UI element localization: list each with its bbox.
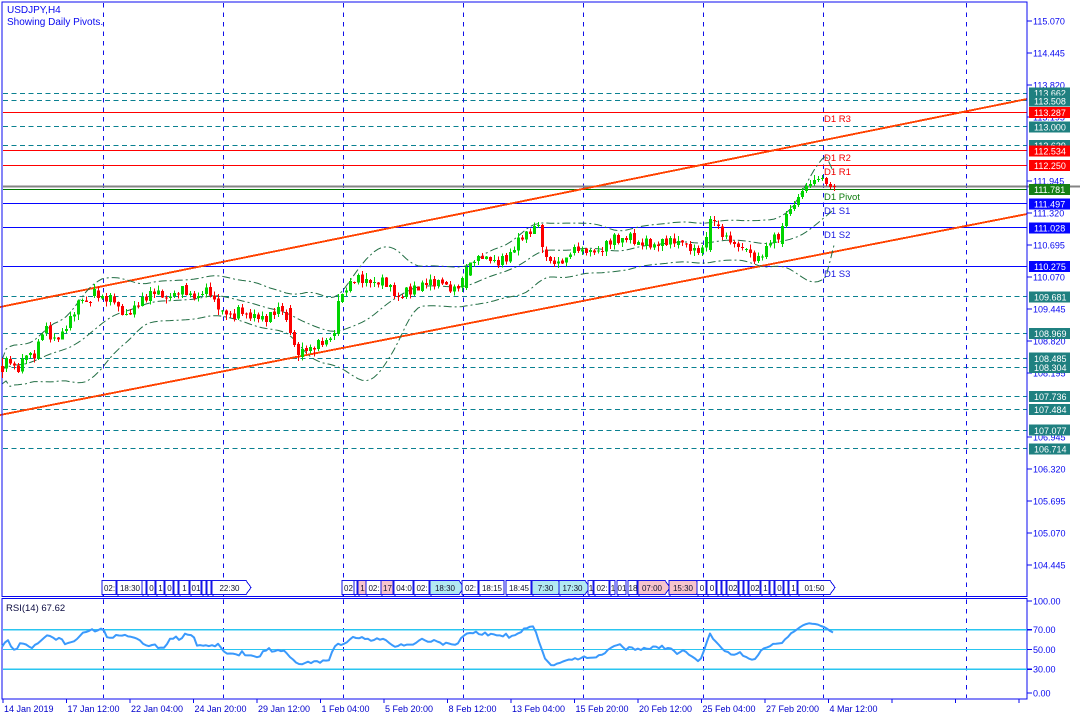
svg-text:106.320: 106.320 (1033, 464, 1066, 474)
svg-text:0.00: 0.00 (1033, 688, 1051, 698)
svg-text:105.070: 105.070 (1033, 528, 1066, 538)
svg-text:01: 01 (618, 584, 627, 593)
svg-text:18:45: 18:45 (509, 584, 530, 593)
svg-text:22:30: 22:30 (219, 584, 240, 593)
svg-text:108.969: 108.969 (1034, 329, 1067, 339)
svg-text:29 Jan 12:00: 29 Jan 12:00 (258, 704, 310, 714)
svg-text:113.508: 113.508 (1034, 97, 1066, 107)
svg-text:50.00: 50.00 (1033, 645, 1056, 655)
svg-text:0: 0 (710, 584, 715, 593)
svg-text:1: 1 (360, 584, 365, 593)
svg-text:02: 02 (751, 584, 760, 593)
svg-text:0: 0 (777, 584, 782, 593)
svg-text:1: 1 (611, 584, 616, 593)
svg-text:17: 17 (383, 584, 392, 593)
svg-text:7:30: 7:30 (538, 584, 554, 593)
svg-text:100.00: 100.00 (1033, 596, 1061, 606)
svg-text:15:30: 15:30 (673, 584, 694, 593)
svg-text:D1 Pivot: D1 Pivot (824, 192, 860, 203)
svg-text:02:: 02: (104, 584, 115, 593)
svg-text:105.695: 105.695 (1033, 496, 1066, 506)
svg-text:14 Jan 2019: 14 Jan 2019 (4, 704, 54, 714)
svg-text:0: 0 (700, 584, 705, 593)
svg-text:02:: 02: (416, 584, 427, 593)
svg-text:22 Jan 04:00: 22 Jan 04:00 (131, 704, 183, 714)
svg-text:1: 1 (791, 584, 796, 593)
svg-text:02: 02 (344, 584, 353, 593)
svg-text:D1 R2: D1 R2 (824, 153, 851, 164)
svg-text:17:30: 17:30 (562, 584, 583, 593)
svg-text:1: 1 (763, 584, 768, 593)
svg-text:1 Feb 04:00: 1 Feb 04:00 (322, 704, 370, 714)
svg-text:02:: 02: (465, 584, 476, 593)
svg-text:Showing Daily Pivots.: Showing Daily Pivots. (7, 17, 103, 28)
svg-text:D1 R3: D1 R3 (824, 114, 851, 125)
svg-text:111.945: 111.945 (1033, 176, 1064, 186)
svg-text:111.028: 111.028 (1034, 224, 1065, 234)
svg-text:113.820: 113.820 (1033, 80, 1065, 90)
svg-text:18:15: 18:15 (482, 584, 503, 593)
svg-text:107.736: 107.736 (1034, 392, 1067, 402)
svg-text:20 Feb 12:00: 20 Feb 12:00 (639, 704, 692, 714)
svg-text:108.485: 108.485 (1034, 354, 1067, 364)
svg-text:4 Mar 12:00: 4 Mar 12:00 (830, 704, 878, 714)
svg-text:07:00: 07:00 (642, 584, 663, 593)
svg-text:D1 R1: D1 R1 (824, 167, 851, 178)
svg-text:109.445: 109.445 (1033, 304, 1066, 314)
svg-text:02:: 02: (368, 584, 379, 593)
svg-text:1: 1 (589, 584, 594, 593)
svg-text:27 Feb 20:00: 27 Feb 20:00 (766, 704, 819, 714)
svg-text:18:30: 18:30 (435, 584, 456, 593)
svg-text:107.484: 107.484 (1034, 405, 1067, 415)
svg-text:106.945: 106.945 (1033, 432, 1066, 442)
svg-text:112.250: 112.250 (1034, 161, 1066, 171)
svg-text:113.000: 113.000 (1034, 123, 1066, 133)
svg-text:1: 1 (182, 584, 187, 593)
svg-text:18: 18 (629, 584, 638, 593)
svg-text:114.445: 114.445 (1033, 48, 1065, 58)
svg-text:113.287: 113.287 (1034, 108, 1066, 118)
svg-text:D1 S2: D1 S2 (824, 230, 850, 241)
svg-text:17 Jan 12:00: 17 Jan 12:00 (68, 704, 120, 714)
svg-text:111.781: 111.781 (1034, 185, 1065, 195)
svg-text:108.195: 108.195 (1033, 368, 1066, 378)
svg-text:70.00: 70.00 (1033, 625, 1056, 635)
svg-text:0: 0 (149, 584, 154, 593)
svg-text:111.497: 111.497 (1034, 200, 1065, 210)
svg-text:01:50: 01:50 (804, 584, 825, 593)
svg-text:8 Feb 12:00: 8 Feb 12:00 (449, 704, 497, 714)
svg-text:110.695: 110.695 (1033, 240, 1065, 250)
svg-text:111.320: 111.320 (1033, 208, 1064, 218)
svg-text:109.681: 109.681 (1034, 293, 1067, 303)
svg-text:30.00: 30.00 (1033, 665, 1056, 675)
svg-text:RSI(14) 67.62: RSI(14) 67.62 (6, 603, 65, 614)
svg-text:104.445: 104.445 (1033, 560, 1066, 570)
svg-text:113.662: 113.662 (1034, 89, 1066, 99)
svg-text:1: 1 (158, 584, 163, 593)
svg-text:106.714: 106.714 (1034, 444, 1067, 454)
svg-text:0: 0 (167, 584, 172, 593)
svg-text:01: 01 (192, 584, 201, 593)
svg-text:04:0: 04:0 (396, 584, 412, 593)
svg-text:24 Jan 20:00: 24 Jan 20:00 (195, 704, 247, 714)
svg-text:18:30: 18:30 (120, 584, 141, 593)
svg-text:108.304: 108.304 (1034, 363, 1067, 373)
svg-text:D1 S3: D1 S3 (824, 269, 850, 280)
svg-text:02: 02 (729, 584, 738, 593)
svg-text:USDJPY,H4: USDJPY,H4 (7, 5, 61, 16)
svg-text:108.820: 108.820 (1033, 336, 1066, 346)
svg-text:115.070: 115.070 (1033, 16, 1065, 26)
svg-text:15 Feb 20:00: 15 Feb 20:00 (576, 704, 629, 714)
svg-text:5 Feb 20:00: 5 Feb 20:00 (385, 704, 433, 714)
svg-text:110.070: 110.070 (1033, 272, 1065, 282)
svg-text:13 Feb 04:00: 13 Feb 04:00 (512, 704, 565, 714)
svg-text:110.275: 110.275 (1034, 262, 1066, 272)
svg-text:112.534: 112.534 (1034, 146, 1066, 156)
svg-text:02:: 02: (596, 584, 607, 593)
svg-text:D1 S1: D1 S1 (824, 206, 850, 217)
svg-text:25 Feb 04:00: 25 Feb 04:00 (703, 704, 756, 714)
svg-text:107.077: 107.077 (1034, 426, 1067, 436)
